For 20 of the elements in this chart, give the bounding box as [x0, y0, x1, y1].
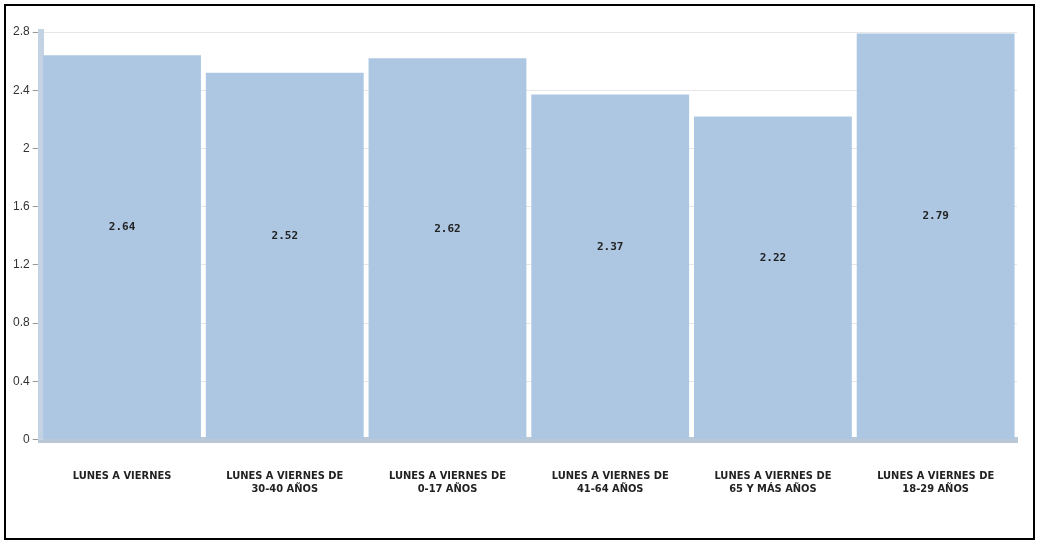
- y-tick-label: 1.6: [12, 199, 30, 213]
- data-label: 2.64: [108, 220, 136, 234]
- x-tick-label: LUNES A VIERNES: [72, 469, 172, 483]
- y-tick-label: 2.8: [12, 24, 30, 39]
- y-tick-label: 2: [22, 140, 30, 155]
- data-label: 2.37: [596, 239, 624, 253]
- y-tick-label: 0.4: [12, 373, 30, 388]
- x-tick-label: LUNES A VIERNES DE 18-29 AÑOS: [877, 469, 995, 496]
- x-tick-label: LUNES A VIERNES DE 41-64 AÑOS: [551, 469, 669, 496]
- data-label: 2.62: [434, 221, 461, 235]
- data-label: 2.52: [271, 228, 299, 242]
- x-tick-label: LUNES A VIERNES DE 0-17 AÑOS: [388, 469, 507, 496]
- y-tick-label: 1.2: [12, 257, 30, 272]
- y-tick-label: 0: [22, 431, 30, 446]
- x-tick-label: LUNES A VIERNES DE 30-40 AÑOS: [226, 469, 344, 496]
- y-tick-label: 0.8: [12, 315, 30, 330]
- x-tick-label: LUNES A VIERNES DE 65 Y MÁS AÑOS: [714, 469, 832, 496]
- data-label: 2.79: [922, 209, 949, 223]
- y-tick-label: 2.4: [12, 82, 30, 97]
- data-label: 2.22: [759, 250, 787, 264]
